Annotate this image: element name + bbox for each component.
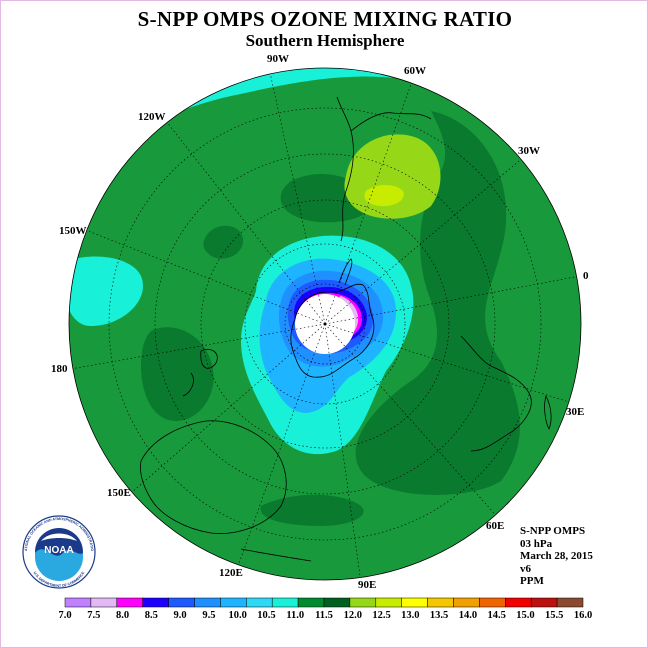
map-title: S-NPP OMPS OZONE MIXING RATIO bbox=[137, 7, 513, 31]
lon-label-150e: 150E bbox=[107, 487, 131, 499]
coast-new-zealand bbox=[182, 348, 218, 397]
info-date: March 28, 2015 bbox=[520, 550, 593, 563]
coast-antarctica bbox=[290, 283, 375, 378]
lon-label-90e: 90E bbox=[358, 579, 376, 591]
coastlines bbox=[140, 96, 552, 562]
lon-label-30e: 30E bbox=[566, 406, 584, 418]
lon-label-180: 180 bbox=[51, 363, 68, 375]
lon-label-90w: 90W bbox=[267, 53, 289, 65]
info-block: S-NPP OMPS 03 hPa March 28, 2015 v6 PPM bbox=[520, 525, 593, 588]
info-version: v6 bbox=[520, 562, 531, 575]
south-pole-marker bbox=[323, 322, 327, 326]
lon-label-120e: 120E bbox=[219, 567, 243, 579]
lon-label-60e: 60E bbox=[486, 520, 504, 532]
map-boundary bbox=[68, 67, 582, 581]
ozone-region-darkgreen-west bbox=[141, 327, 214, 421]
ozone-region-darkgreen-south bbox=[260, 494, 364, 526]
ozone-region-darkgreen-east bbox=[355, 111, 520, 495]
lon-label-0: 0 bbox=[583, 270, 589, 282]
graticule bbox=[70, 68, 581, 580]
info-level: 03 hPa bbox=[520, 537, 553, 550]
info-units: PPM bbox=[520, 575, 544, 588]
coast-antarctic-peninsula bbox=[338, 258, 353, 286]
ozone-region-yellow bbox=[364, 185, 404, 207]
coast-south-america bbox=[336, 96, 432, 242]
ozone-region-cyan-west bbox=[69, 256, 143, 326]
lon-label-150w: 150W bbox=[59, 225, 87, 237]
coast-indonesia bbox=[240, 548, 312, 562]
coast-africa bbox=[460, 335, 532, 452]
ozone-region-darkgreen-nw bbox=[203, 225, 244, 259]
lon-label-120w: 120W bbox=[138, 111, 166, 123]
coast-australia bbox=[140, 420, 287, 534]
coast-madagascar bbox=[544, 394, 552, 430]
lon-label-30w: 30W bbox=[518, 145, 540, 157]
info-instrument: S-NPP OMPS bbox=[520, 525, 586, 537]
map-subtitle: Southern Hemisphere bbox=[245, 31, 405, 50]
lon-label-60w: 60W bbox=[404, 65, 426, 77]
